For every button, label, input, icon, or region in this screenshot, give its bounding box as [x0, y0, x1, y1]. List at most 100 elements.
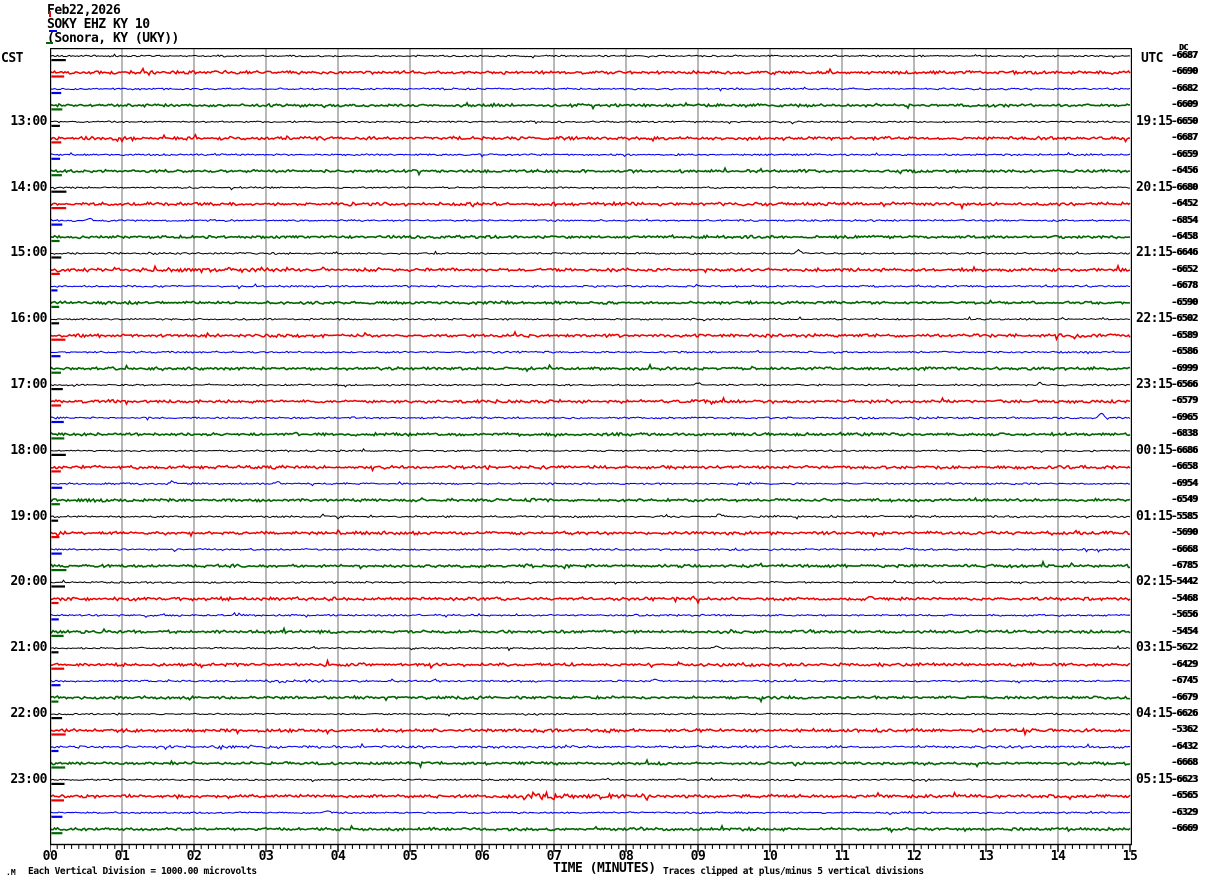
trace-start-dash: [51, 207, 67, 210]
trace-start-dash: [51, 141, 62, 144]
trace-start-dash: [51, 371, 61, 374]
x-tick-label: 05: [402, 849, 418, 864]
header-date: Feb22,2026: [47, 3, 121, 18]
dc-offset-value: -5656: [1171, 609, 1198, 620]
cst-time-label: 19:00: [10, 509, 47, 524]
utc-time-label: 19:15: [1136, 114, 1173, 129]
trace-start-dash: [51, 667, 65, 670]
trace-start-dash: [51, 717, 63, 720]
x-tick-label: 15: [1122, 849, 1138, 864]
trace-start-dash: [51, 322, 60, 325]
trace-start-mark-blue: [49, 30, 57, 32]
utc-time-label: 05:15: [1136, 772, 1173, 787]
dc-offset-value: -5622: [1171, 642, 1198, 653]
seismo-trace-green: [50, 166, 1131, 177]
trace-start-dash: [51, 223, 63, 226]
trace-start-dash: [51, 157, 61, 160]
trace-start-dash: [51, 684, 61, 687]
trace-start-dash: [51, 190, 67, 193]
seismo-trace-blue: [50, 151, 1131, 158]
x-tick-label: 04: [330, 849, 346, 864]
dc-offset-value: -6669: [1171, 823, 1198, 834]
cst-time-label: 21:00: [10, 640, 47, 655]
x-tick-label: 09: [690, 849, 706, 864]
dc-offset-value: -6686: [1171, 445, 1198, 456]
seismo-trace-blue: [50, 283, 1131, 290]
seismo-trace-green: [50, 431, 1131, 438]
dc-offset-value: -6999: [1171, 363, 1198, 374]
seismo-trace-black: [50, 645, 1131, 652]
dc-offset-value: -6565: [1171, 790, 1198, 801]
seismo-trace-black: [50, 53, 1131, 59]
dc-offset-value: -6690: [1171, 66, 1198, 77]
trace-start-dash: [51, 59, 66, 62]
dc-offset-value: -6590: [1171, 297, 1198, 308]
dc-column-header: DC: [1179, 43, 1188, 52]
seismo-trace-black: [50, 513, 1131, 520]
trace-start-dash: [51, 651, 59, 654]
x-tick-label: 01: [114, 849, 130, 864]
dc-offset-value: -6429: [1171, 659, 1198, 670]
x-tick-label: 08: [618, 849, 634, 864]
dc-offset-value: -6679: [1171, 692, 1198, 703]
seismo-trace-black: [50, 120, 1131, 125]
seismo-trace-red: [50, 133, 1131, 144]
trace-start-dash: [51, 437, 65, 440]
trace-start-dash: [51, 289, 58, 292]
trace-start-dash: [51, 388, 63, 391]
seismo-trace-green: [50, 362, 1131, 373]
trace-start-dash: [51, 766, 66, 769]
trace-start-dash: [51, 486, 63, 489]
dc-offset-value: -5454: [1171, 626, 1198, 637]
seismo-trace-black: [50, 185, 1131, 191]
seismo-trace-green: [50, 758, 1131, 770]
dc-offset-value: -6680: [1171, 182, 1198, 193]
scale-note: Each Vertical Division = 1000.00 microvo…: [28, 866, 257, 877]
dc-offset-value: -6854: [1171, 215, 1198, 226]
trace-start-dash: [51, 536, 60, 539]
dc-offset-value: -5442: [1171, 576, 1198, 587]
dc-offset-value: -6589: [1171, 330, 1198, 341]
trace-start-dash: [51, 355, 61, 358]
trace-start-dash: [51, 585, 65, 588]
dc-offset-value: -6458: [1171, 231, 1198, 242]
dc-offset-value: -6838: [1171, 428, 1198, 439]
dc-offset-value: -6549: [1171, 494, 1198, 505]
trace-start-dash: [51, 700, 59, 703]
trace-start-dash: [51, 552, 62, 555]
left-timezone-label: CST: [1, 51, 23, 66]
trace-start-dash: [51, 832, 63, 835]
utc-time-label: 03:15: [1136, 640, 1173, 655]
trace-start-dash: [51, 618, 59, 621]
seismo-trace-red: [50, 658, 1131, 670]
dc-offset-value: -6678: [1171, 280, 1198, 291]
seismo-trace-green: [50, 101, 1131, 111]
dc-offset-value: -6745: [1171, 675, 1198, 686]
seismo-trace-blue: [50, 611, 1131, 618]
seismo-trace-black: [50, 248, 1131, 256]
dc-offset-value: -6652: [1171, 264, 1198, 275]
x-tick-label: 06: [474, 849, 490, 864]
dc-offset-value: -6682: [1171, 83, 1198, 94]
x-tick-label: 14: [1050, 849, 1066, 864]
x-tick-label: 02: [186, 849, 202, 864]
dc-offset-value: -5690: [1171, 527, 1198, 538]
dc-offset-value: -5362: [1171, 724, 1198, 735]
header-location: (Sonora, KY (UKY)): [47, 31, 179, 46]
dc-offset-value: -6579: [1171, 395, 1198, 406]
seismo-trace-green: [50, 823, 1131, 834]
seismo-trace-red: [50, 200, 1131, 211]
header-station: SOKY EHZ KY 10: [47, 17, 150, 32]
dc-offset-value: -6954: [1171, 478, 1198, 489]
trace-start-dash: [51, 174, 62, 177]
trace-start-dash: [51, 239, 60, 243]
seismo-trace-green: [50, 559, 1131, 570]
seismo-trace-black: [50, 579, 1131, 585]
seismogram-plot: [50, 48, 1132, 852]
seismo-trace-green: [50, 299, 1131, 306]
cst-time-label: 18:00: [10, 443, 47, 458]
clip-note: Traces clipped at plus/minus 5 vertical …: [663, 866, 924, 877]
dc-offset-value: -6329: [1171, 807, 1198, 818]
dc-offset-value: -6626: [1171, 708, 1198, 719]
